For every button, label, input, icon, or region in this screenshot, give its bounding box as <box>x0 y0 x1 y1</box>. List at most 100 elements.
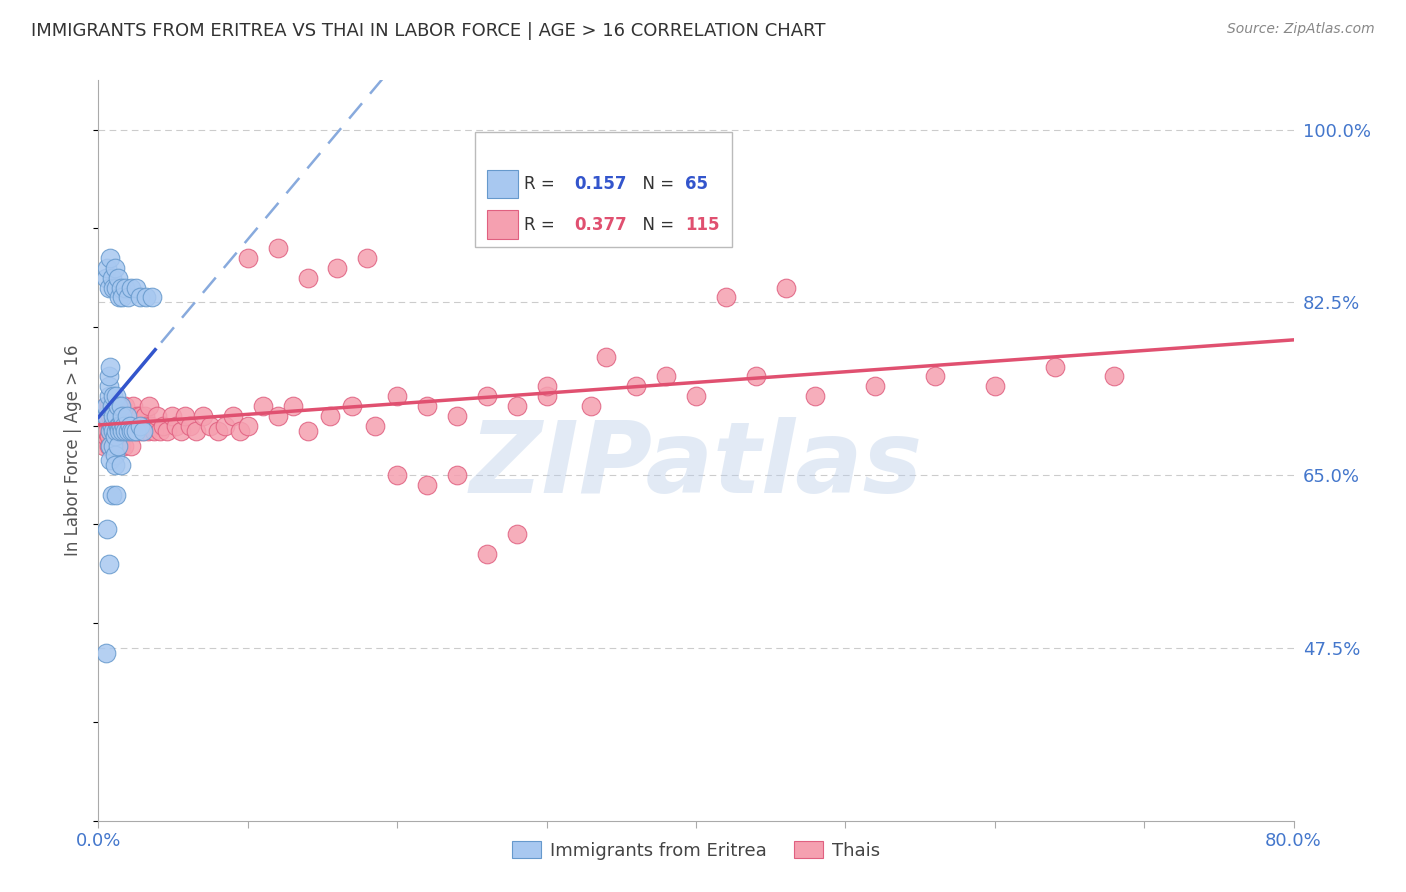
Point <box>104 260 127 275</box>
Point <box>356 251 378 265</box>
Point <box>127 409 149 423</box>
Point <box>446 468 468 483</box>
Point <box>125 280 148 294</box>
Point <box>267 409 290 423</box>
Point <box>101 424 124 438</box>
Point <box>120 438 142 452</box>
Point <box>114 424 136 438</box>
Legend: Immigrants from Eritrea, Thais: Immigrants from Eritrea, Thais <box>505 834 887 867</box>
Point <box>134 409 156 423</box>
Point <box>1104 369 1126 384</box>
Text: 0.377: 0.377 <box>574 216 627 234</box>
Point <box>117 424 139 438</box>
Point <box>141 290 163 304</box>
Point <box>98 359 122 374</box>
Point <box>135 418 157 433</box>
Point <box>107 399 129 413</box>
Point <box>222 409 245 423</box>
Bar <box>486 169 519 198</box>
Point <box>121 424 143 438</box>
Point <box>145 409 167 423</box>
Point <box>96 409 118 423</box>
Point <box>103 438 125 452</box>
Point <box>138 399 160 413</box>
Point <box>191 409 214 423</box>
Point <box>108 418 131 433</box>
Text: ZIPatlas: ZIPatlas <box>470 417 922 514</box>
Point <box>103 280 125 294</box>
Point <box>110 438 132 452</box>
Point <box>93 424 115 438</box>
Point <box>595 350 617 364</box>
Point <box>110 399 132 413</box>
Point <box>94 428 117 442</box>
Point <box>98 424 122 438</box>
Point <box>152 418 174 433</box>
Point <box>281 399 304 413</box>
Point <box>924 369 946 384</box>
Point <box>105 409 128 423</box>
Point <box>104 418 127 433</box>
Point <box>165 418 187 433</box>
Point <box>174 409 197 423</box>
Point <box>120 424 142 438</box>
Point <box>214 418 236 433</box>
Point <box>108 424 131 438</box>
Point <box>139 418 162 433</box>
Point <box>131 418 153 433</box>
Point <box>104 458 127 473</box>
Point <box>112 409 135 423</box>
Point <box>104 449 127 463</box>
Point <box>297 424 319 438</box>
Point <box>115 424 138 438</box>
Point <box>475 389 498 403</box>
Point <box>96 424 118 438</box>
Point <box>129 290 152 304</box>
Point <box>105 438 128 452</box>
Point <box>984 379 1007 393</box>
Point <box>114 399 136 413</box>
Point <box>416 399 439 413</box>
Point <box>94 399 117 413</box>
Text: N =: N = <box>631 216 679 234</box>
Point <box>536 389 558 403</box>
Point <box>685 389 707 403</box>
Point <box>107 399 129 413</box>
Text: IMMIGRANTS FROM ERITREA VS THAI IN LABOR FORCE | AGE > 16 CORRELATION CHART: IMMIGRANTS FROM ERITREA VS THAI IN LABOR… <box>31 22 825 40</box>
Point <box>129 418 152 433</box>
Point <box>97 399 120 413</box>
Point <box>94 646 117 660</box>
Point <box>128 424 150 438</box>
Point <box>252 399 274 413</box>
Point <box>105 488 128 502</box>
Point <box>98 418 122 433</box>
Point <box>110 280 132 294</box>
Point <box>236 251 259 265</box>
Point <box>132 424 155 438</box>
Point <box>101 270 124 285</box>
Point <box>865 379 887 393</box>
Point <box>136 424 159 438</box>
Point <box>207 424 229 438</box>
Bar <box>486 211 519 239</box>
Point <box>97 379 120 393</box>
Point <box>94 409 117 423</box>
Point <box>91 418 114 433</box>
Point <box>236 418 259 433</box>
Point <box>97 557 120 571</box>
Point <box>103 389 125 403</box>
Point <box>97 428 120 442</box>
Point <box>103 399 125 413</box>
Point <box>94 399 117 413</box>
Point <box>105 424 128 438</box>
Point <box>149 424 172 438</box>
Point <box>132 424 155 438</box>
Point <box>94 409 117 423</box>
Point <box>135 290 157 304</box>
Point <box>319 409 342 423</box>
Point <box>142 424 165 438</box>
Point <box>326 260 349 275</box>
Point <box>506 527 529 541</box>
Point <box>108 424 131 438</box>
Point <box>804 389 827 403</box>
